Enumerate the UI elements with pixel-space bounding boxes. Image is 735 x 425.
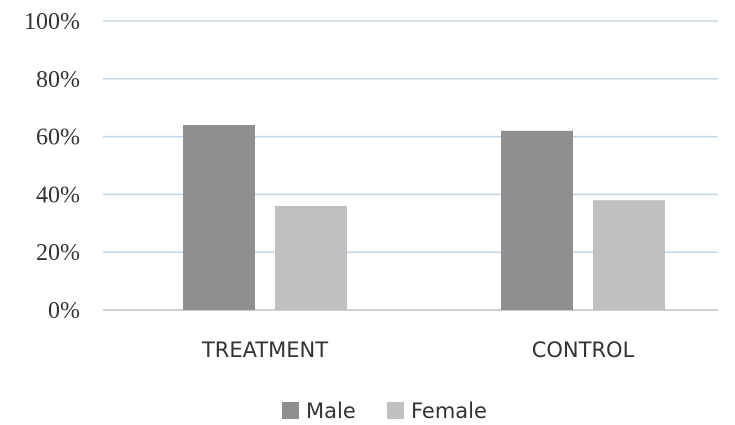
legend: Male Female <box>282 399 487 423</box>
bar-female-control <box>593 200 665 310</box>
bar-male-treatment <box>183 125 255 310</box>
legend-swatch <box>282 402 299 419</box>
y-tick-label: 60% <box>36 125 80 151</box>
y-tick-label: 40% <box>36 182 80 208</box>
legend-item-female: Female <box>387 399 487 423</box>
legend-swatch <box>387 402 404 419</box>
y-tick-label: 100% <box>24 9 80 35</box>
x-axis-tick-labels: TREATMENT CONTROL <box>201 338 635 362</box>
y-tick-label: 80% <box>36 67 80 93</box>
x-tick-label: CONTROL <box>532 338 635 362</box>
legend-label: Female <box>411 399 487 423</box>
bars <box>183 125 665 310</box>
x-tick-label: TREATMENT <box>201 338 328 362</box>
bar-female-treatment <box>275 205 347 310</box>
bar-male-control <box>501 130 573 310</box>
legend-item-male: Male <box>282 399 356 423</box>
legend-label: Male <box>306 399 356 423</box>
y-tick-label: 0% <box>48 298 80 324</box>
y-tick-label: 20% <box>36 240 80 266</box>
y-axis-tick-labels: 0% 20% 40% 60% 80% 100% <box>24 9 80 324</box>
